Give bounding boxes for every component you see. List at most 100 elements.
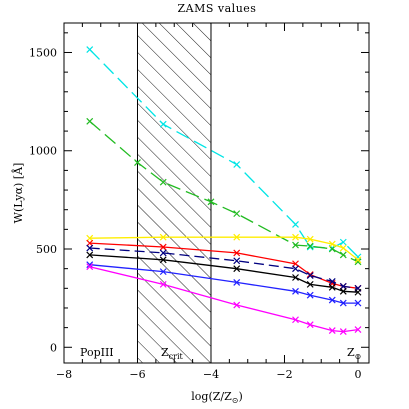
annotation-zcrit-sub: crit	[169, 352, 184, 361]
y-axis-label-unit: Å	[11, 166, 25, 176]
series-5	[86, 244, 362, 292]
series-2-point	[339, 251, 347, 259]
series-8-point	[233, 301, 241, 309]
series-6-point	[354, 288, 362, 296]
x-axis-label-main: log(Z/Z	[191, 390, 232, 403]
series-4-point	[159, 243, 167, 251]
series-2-point	[134, 159, 141, 166]
series-8-point	[328, 327, 336, 334]
series-7-point	[354, 299, 362, 307]
series-5-line	[89, 247, 359, 289]
x-tick-label: −2	[276, 368, 292, 381]
series-6-point	[292, 274, 299, 281]
x-axis-label: log(Z/Z⊙)	[191, 390, 242, 405]
annotation-popiii: PopIII	[80, 346, 114, 359]
series-7-point	[306, 291, 314, 299]
series-2-point	[306, 242, 314, 250]
series-3-point	[86, 234, 94, 242]
series-5-point	[159, 249, 167, 257]
series-1	[86, 46, 362, 261]
series-2-point	[233, 210, 241, 218]
series-6-line	[89, 254, 359, 293]
series-2	[86, 117, 362, 266]
series-3-point	[233, 233, 241, 241]
series-4-point	[233, 249, 241, 257]
series-6-point	[339, 287, 347, 295]
series-7	[86, 261, 362, 307]
series-2-point	[159, 178, 167, 186]
series-3-point	[328, 240, 336, 248]
series-7-point	[328, 296, 336, 304]
series-4-point	[292, 260, 299, 268]
series-8	[86, 263, 362, 335]
series-5-point	[306, 272, 314, 279]
hatched-region	[137, 23, 211, 363]
y-tick-label: 500	[36, 243, 57, 256]
tick-layer	[63, 23, 369, 363]
series-8-point	[354, 326, 362, 334]
series-1-point	[292, 221, 299, 228]
series-7-point	[292, 287, 299, 295]
series-2-point	[328, 245, 336, 253]
hatched-region-layer	[136, 23, 212, 363]
series-8-point	[306, 321, 314, 329]
series-5-point	[339, 282, 347, 290]
series-3-point	[292, 233, 299, 241]
series-6-point	[233, 265, 241, 273]
series-5-point	[328, 278, 336, 285]
x-tick-label: −4	[203, 368, 219, 381]
tick-label-layer: −8 −6 −4 −2 0 0 500 1000 1500	[29, 46, 361, 381]
series-8-line	[89, 266, 359, 333]
series-1-point	[86, 46, 94, 53]
x-axis-label-end: )	[238, 390, 242, 403]
series-1-point	[339, 238, 347, 246]
x-axis-label-sub: ⊙	[232, 396, 239, 405]
series-1-point	[233, 161, 241, 168]
annotation-zcrit-main: Z	[161, 346, 169, 359]
series-2-point	[292, 241, 299, 249]
series-2-point	[207, 198, 215, 206]
annotation-zsun-main: Z	[347, 346, 355, 359]
y-tick-label: 1500	[29, 46, 57, 59]
x-tick-label: 0	[354, 368, 361, 381]
series-6-point	[328, 283, 336, 291]
series-3	[86, 233, 362, 264]
series-6-point	[159, 256, 167, 264]
series-4-line	[89, 242, 359, 289]
series-1-point	[159, 120, 167, 128]
plot-frame	[63, 22, 370, 364]
series-6	[86, 251, 362, 296]
series-8-point	[159, 280, 167, 288]
x-tick-label: −8	[56, 368, 72, 381]
series-7-line	[89, 264, 358, 304]
y-tick-label: 0	[50, 341, 57, 354]
series-5-point	[233, 257, 241, 265]
series-2-line	[89, 120, 359, 263]
y-axis-label-end: ]	[12, 163, 25, 167]
series-3-point	[159, 233, 167, 241]
y-axis-label-main: W(Lyα) [	[12, 175, 25, 223]
series-3-point	[354, 256, 362, 264]
series-1-line	[89, 49, 359, 258]
chart-title: ZAMS values	[178, 2, 257, 15]
series-7-point	[339, 299, 347, 307]
series-7-point	[233, 278, 241, 286]
series-8-point	[86, 263, 94, 271]
series-3-point	[306, 235, 314, 243]
annotation-zsun-sub: ⊙	[355, 352, 362, 361]
series-8-point	[339, 328, 347, 335]
annotation-zcrit: Zcrit	[161, 346, 184, 361]
y-axis-label: W(Lyα) [Å]	[11, 163, 25, 224]
series-8-point	[292, 316, 299, 324]
series-5-point	[86, 244, 94, 252]
series-7-point	[159, 268, 167, 276]
x-tick-label: −6	[129, 368, 145, 381]
series-6-point	[86, 251, 94, 259]
series-3-line	[89, 236, 359, 261]
series-1-point	[306, 243, 314, 251]
annotation-zsun: Z⊙	[347, 346, 361, 361]
series-3-point	[339, 244, 347, 252]
series-4-point	[86, 239, 94, 247]
series-layer	[86, 46, 362, 335]
